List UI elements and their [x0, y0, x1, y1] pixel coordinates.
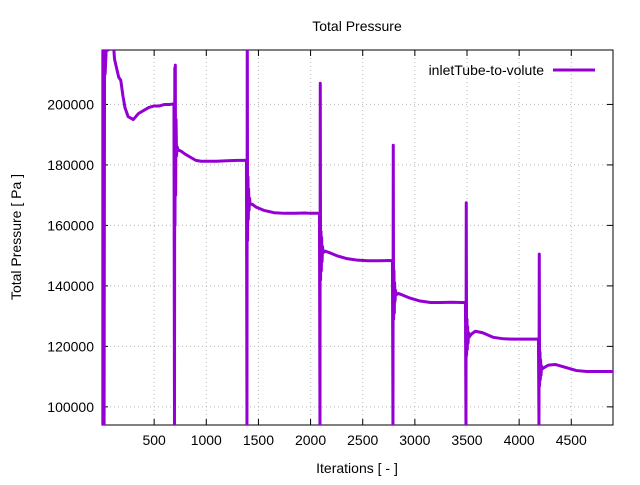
x-tick-label-3500: 3500	[451, 432, 482, 448]
chart-title: Total Pressure	[312, 18, 402, 34]
legend-label-inlet-tube-to-volute: inletTube-to-volute	[429, 62, 545, 78]
x-tick-label-1500: 1500	[243, 432, 274, 448]
y-tick-label-180000: 180000	[47, 157, 94, 173]
x-axis-label: Iterations [ - ]	[316, 460, 398, 476]
y-axis-label: Total Pressure [ Pa ]	[8, 174, 24, 300]
x-tick-label-4000: 4000	[504, 432, 535, 448]
y-tick-label-200000: 200000	[47, 96, 94, 112]
x-tick-label-2500: 2500	[347, 432, 378, 448]
x-tick-label-2000: 2000	[295, 432, 326, 448]
y-tick-label-160000: 160000	[47, 217, 94, 233]
x-tick-label-500: 500	[142, 432, 166, 448]
legend: inletTube-to-volute	[429, 62, 595, 78]
y-tick-label-120000: 120000	[47, 338, 94, 354]
x-tick-label-1000: 1000	[191, 432, 222, 448]
x-tick-label-4500: 4500	[556, 432, 587, 448]
axis-ticks: 500 1000 1500 2000 2500 3000 3500 4000 4500 10000…	[47, 50, 613, 448]
x-tick-label-3000: 3000	[399, 432, 430, 448]
series-line-0	[102, 50, 613, 425]
y-tick-label-100000: 100000	[47, 399, 94, 415]
y-tick-label-140000: 140000	[47, 278, 94, 294]
series-layer	[102, 50, 613, 425]
